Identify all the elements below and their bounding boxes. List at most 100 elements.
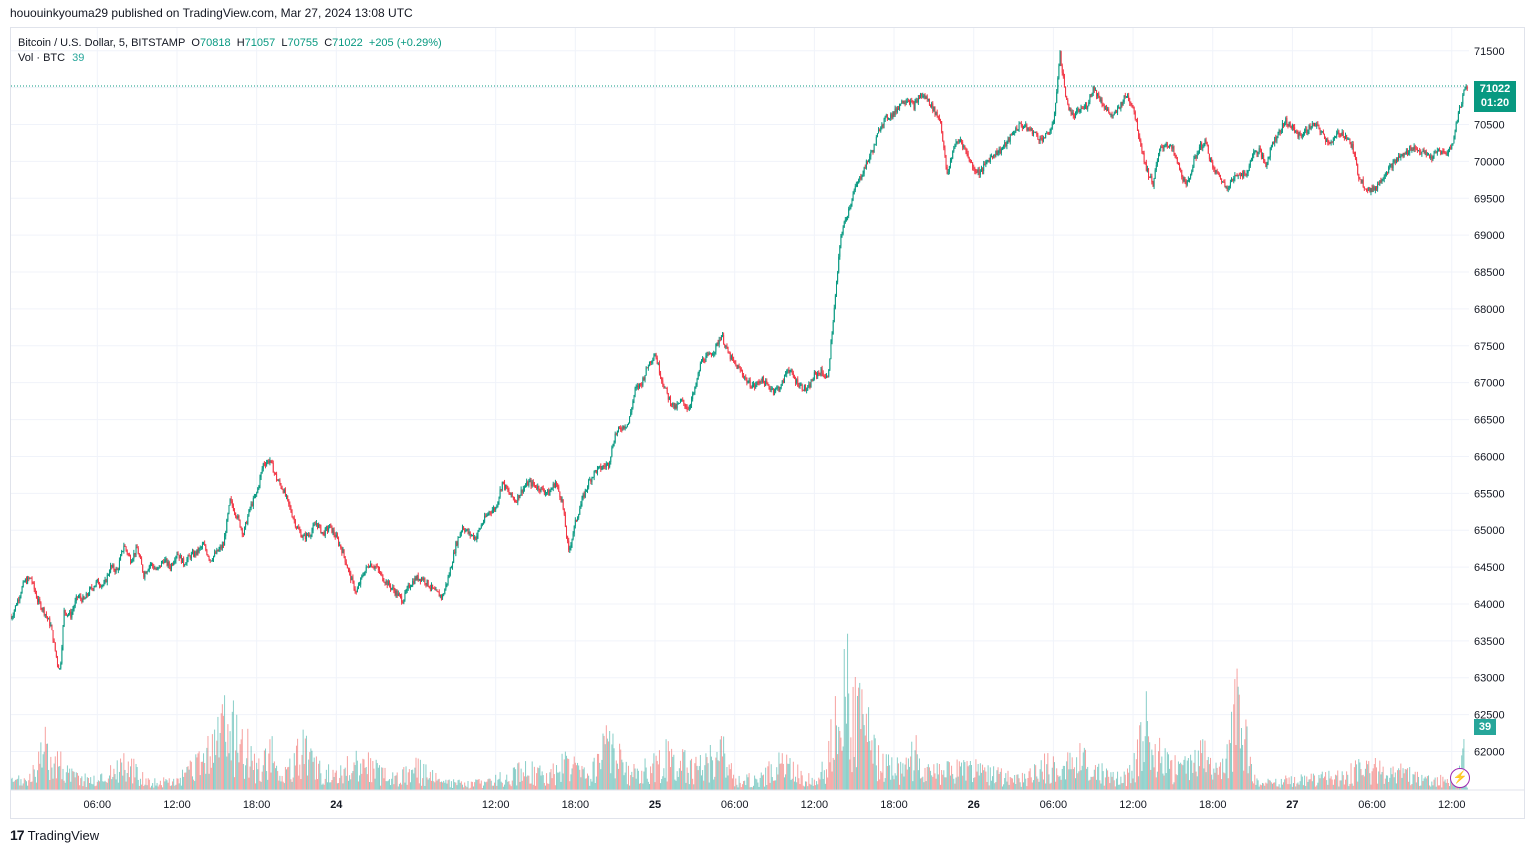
volume-bar xyxy=(1236,668,1238,790)
volume-bar xyxy=(975,759,977,790)
candle-body xyxy=(1373,186,1375,191)
volume-bar xyxy=(885,754,887,790)
volume-bar xyxy=(1216,767,1218,790)
volume-bar xyxy=(28,780,30,790)
candle-body xyxy=(745,377,747,379)
candle-body xyxy=(636,385,638,388)
candle-body xyxy=(894,108,896,115)
volume-bar xyxy=(142,772,144,790)
candle-body xyxy=(208,556,210,560)
volume-bar xyxy=(331,780,333,790)
candle-body xyxy=(831,334,833,342)
candle-body xyxy=(1242,173,1244,178)
volume-bar xyxy=(1466,787,1468,790)
volume-bar xyxy=(1346,771,1348,790)
candle-body xyxy=(622,425,624,430)
candle-body xyxy=(1304,130,1306,134)
candle-body xyxy=(1353,152,1355,155)
volume-bar xyxy=(1086,768,1088,790)
volume-bar xyxy=(816,781,818,790)
volume-bar xyxy=(632,777,634,790)
candle-body xyxy=(823,376,825,378)
candle-body xyxy=(75,596,77,601)
lightning-icon[interactable]: ⚡ xyxy=(1450,768,1470,788)
volume-bar xyxy=(1203,768,1205,790)
footer-branding[interactable]: 17 TradingView xyxy=(10,827,99,843)
candle-body xyxy=(195,551,197,555)
volume-bar xyxy=(1142,741,1144,790)
chart-canvas[interactable]: 7150071000705007000069500690006850068000… xyxy=(11,28,1524,818)
volume-bar xyxy=(1237,686,1239,790)
candle-body xyxy=(446,583,448,585)
volume-bar xyxy=(902,763,904,790)
chart-frame[interactable]: 7150071000705007000069500690006850068000… xyxy=(10,27,1525,819)
candle-body xyxy=(321,531,323,534)
volume-bar xyxy=(691,758,693,790)
volume-bar xyxy=(156,782,158,790)
volume-bar xyxy=(1207,756,1209,790)
volume-bar xyxy=(197,753,199,790)
volume-bar xyxy=(838,726,840,790)
volume-bar xyxy=(918,758,920,790)
candle-body xyxy=(924,95,926,99)
y-tick-label: 68000 xyxy=(1474,304,1505,316)
volume-bar xyxy=(737,787,739,790)
volume-bar xyxy=(947,761,949,790)
candle-body xyxy=(1207,144,1209,154)
last-price-value: 71022 xyxy=(1479,83,1511,95)
volume-bar xyxy=(91,783,93,790)
volume-bar xyxy=(1432,785,1434,790)
candle-body xyxy=(700,360,702,364)
candle-body xyxy=(915,100,917,102)
candle-body xyxy=(329,524,331,529)
volume-label[interactable]: Vol · BTC xyxy=(18,52,66,64)
volume-bar xyxy=(1080,770,1082,790)
candle-body xyxy=(201,544,203,548)
volume-bar xyxy=(1296,783,1298,790)
volume-bar xyxy=(768,761,770,790)
candle-body xyxy=(1223,181,1225,183)
candle-body xyxy=(492,508,494,511)
candle-body xyxy=(532,481,534,485)
candle-body xyxy=(926,96,928,100)
candle-body xyxy=(1081,107,1083,109)
candle-body xyxy=(511,492,513,497)
volume-bar xyxy=(58,766,60,790)
candle-body xyxy=(982,168,984,172)
volume-bar xyxy=(519,781,521,790)
volume-bar xyxy=(1302,785,1304,790)
candle-body xyxy=(1172,147,1174,149)
volume-bar xyxy=(709,744,711,790)
candle-body xyxy=(1180,168,1182,170)
candle-body xyxy=(504,482,506,489)
symbol-label[interactable]: Bitcoin / U.S. Dollar, 5, BITSTAMP xyxy=(18,37,186,49)
volume-bar xyxy=(1320,774,1322,790)
candle-body xyxy=(1148,168,1150,177)
volume-bar xyxy=(320,773,322,790)
candle-body xyxy=(805,385,807,391)
candle-body xyxy=(406,587,408,592)
candle-body xyxy=(658,363,660,374)
candle-body xyxy=(14,605,16,611)
candle-body xyxy=(986,161,988,163)
candle-body xyxy=(1150,176,1152,178)
candle-body xyxy=(547,489,549,493)
candle-body xyxy=(911,100,913,102)
candle-body xyxy=(803,385,805,391)
volume-bar xyxy=(1045,783,1047,790)
candle-body xyxy=(520,489,522,495)
candle-body xyxy=(518,495,520,499)
candle-body xyxy=(1214,169,1216,174)
candle-body xyxy=(390,585,392,589)
candle-body xyxy=(499,489,501,497)
volume-bar xyxy=(1061,768,1063,790)
candle-body xyxy=(1274,136,1276,144)
volume-bar xyxy=(25,781,27,790)
candle-body xyxy=(1162,147,1164,149)
volume-bar xyxy=(432,770,434,790)
candle-body xyxy=(561,499,563,501)
candle-body xyxy=(1140,140,1142,147)
candle-body xyxy=(302,536,304,538)
candle-body xyxy=(1113,113,1115,115)
volume-bar xyxy=(340,765,342,790)
